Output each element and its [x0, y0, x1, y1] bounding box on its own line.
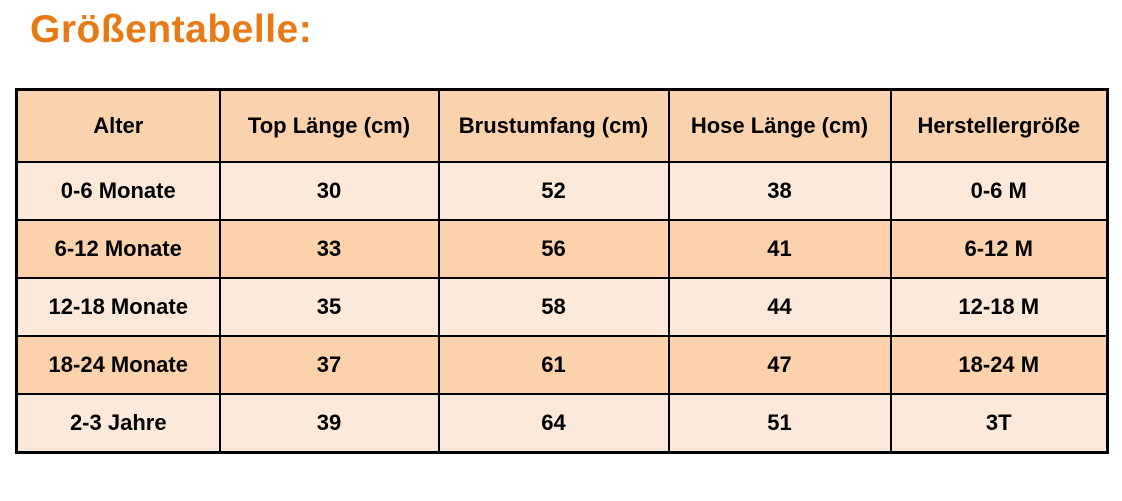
table-row: 18-24 Monate 37 61 47 18-24 M: [15, 335, 1109, 395]
header-cell: Brustumfang (cm): [437, 88, 670, 163]
table-row: 0-6 Monate 30 52 38 0-6 M: [15, 161, 1109, 221]
table-cell: 6-12 M: [889, 219, 1109, 279]
table-cell: 44: [667, 277, 892, 337]
table-row: 2-3 Jahre 39 64 51 3T: [15, 393, 1109, 454]
table-body: 0-6 Monate 30 52 38 0-6 M 6-12 Monate 33 56 41 6-…: [15, 161, 1109, 454]
table-cell: 3T: [889, 393, 1109, 454]
table-cell: 52: [437, 161, 670, 221]
table-cell: 30: [218, 161, 440, 221]
header-cell: Herstellergröße: [889, 88, 1109, 163]
size-chart-table: Alter Top Länge (cm) Brustumfang (cm) Hose …: [15, 88, 1109, 454]
table-cell: 0-6 M: [889, 161, 1109, 221]
table-cell: 6-12 Monate: [15, 219, 221, 279]
table-cell: 64: [437, 393, 670, 454]
page-title: Größentabelle:: [30, 8, 313, 51]
header-cell: Hose Länge (cm): [667, 88, 892, 163]
table-cell: 2-3 Jahre: [15, 393, 221, 454]
table-header: Alter Top Länge (cm) Brustumfang (cm) Hose …: [15, 88, 1109, 163]
table-cell: 39: [218, 393, 440, 454]
table-row: 6-12 Monate 33 56 41 6-12 M: [15, 219, 1109, 279]
table-row: 12-18 Monate 35 58 44 12-18 M: [15, 277, 1109, 337]
table-cell: 18-24 M: [889, 335, 1109, 395]
table-cell: 0-6 Monate: [15, 161, 221, 221]
table-cell: 38: [667, 161, 892, 221]
table-cell: 41: [667, 219, 892, 279]
header-cell: Alter: [15, 88, 221, 163]
table-cell: 35: [218, 277, 440, 337]
header-row: Alter Top Länge (cm) Brustumfang (cm) Hose …: [15, 88, 1109, 163]
table-cell: 47: [667, 335, 892, 395]
table-cell: 12-18 Monate: [15, 277, 221, 337]
table-cell: 33: [218, 219, 440, 279]
table-cell: 58: [437, 277, 670, 337]
header-cell: Top Länge (cm): [218, 88, 440, 163]
table-cell: 56: [437, 219, 670, 279]
table-cell: 18-24 Monate: [15, 335, 221, 395]
table-cell: 61: [437, 335, 670, 395]
table-cell: 37: [218, 335, 440, 395]
table-cell: 12-18 M: [889, 277, 1109, 337]
table-cell: 51: [667, 393, 892, 454]
